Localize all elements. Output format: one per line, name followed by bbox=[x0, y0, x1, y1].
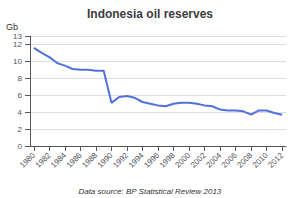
svg-text:2: 2 bbox=[18, 125, 23, 134]
svg-text:1998: 1998 bbox=[158, 150, 177, 169]
svg-text:2000: 2000 bbox=[173, 150, 192, 169]
svg-text:1984: 1984 bbox=[49, 150, 68, 169]
svg-text:10: 10 bbox=[13, 57, 22, 66]
svg-text:13: 13 bbox=[13, 32, 22, 41]
svg-text:2008: 2008 bbox=[235, 150, 254, 169]
svg-text:1994: 1994 bbox=[127, 150, 146, 169]
svg-text:Data source: BP Statistical Re: Data source: BP Statistical Review 2013 bbox=[78, 187, 221, 196]
svg-text:0: 0 bbox=[18, 142, 23, 151]
svg-text:2006: 2006 bbox=[220, 150, 239, 169]
svg-text:4: 4 bbox=[18, 108, 23, 117]
svg-text:8: 8 bbox=[18, 74, 23, 83]
svg-text:2012: 2012 bbox=[266, 150, 285, 169]
svg-text:Gb: Gb bbox=[6, 22, 18, 32]
svg-text:6: 6 bbox=[18, 91, 23, 100]
svg-text:1982: 1982 bbox=[34, 150, 53, 169]
svg-text:Indonesia oil reserves: Indonesia oil reserves bbox=[87, 7, 213, 21]
svg-text:1996: 1996 bbox=[142, 150, 161, 169]
svg-text:2002: 2002 bbox=[189, 150, 208, 169]
svg-text:2010: 2010 bbox=[251, 150, 270, 169]
svg-text:12: 12 bbox=[13, 40, 22, 49]
svg-text:2004: 2004 bbox=[204, 150, 223, 169]
svg-text:1990: 1990 bbox=[96, 150, 115, 169]
svg-text:1986: 1986 bbox=[65, 150, 84, 169]
svg-text:1980: 1980 bbox=[18, 150, 37, 169]
svg-text:1992: 1992 bbox=[111, 150, 130, 169]
svg-text:1988: 1988 bbox=[80, 150, 99, 169]
